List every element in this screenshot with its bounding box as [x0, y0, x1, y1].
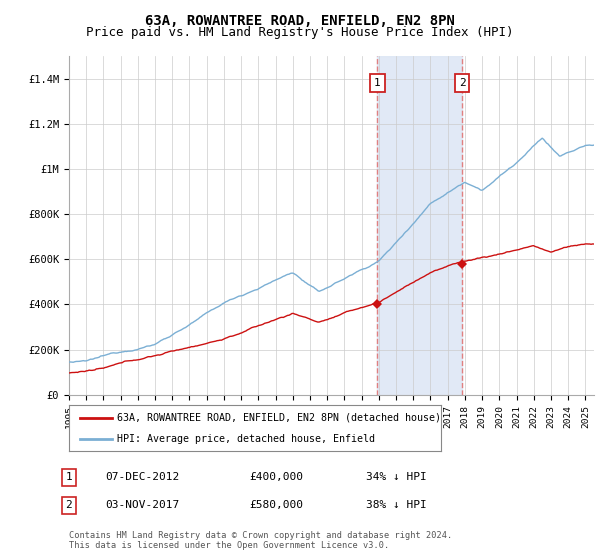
- Text: £580,000: £580,000: [249, 500, 303, 510]
- Text: 2: 2: [65, 500, 73, 510]
- Text: 63A, ROWANTREE ROAD, ENFIELD, EN2 8PN: 63A, ROWANTREE ROAD, ENFIELD, EN2 8PN: [145, 14, 455, 28]
- Text: 63A, ROWANTREE ROAD, ENFIELD, EN2 8PN (detached house): 63A, ROWANTREE ROAD, ENFIELD, EN2 8PN (d…: [118, 413, 442, 423]
- Text: 2: 2: [459, 78, 466, 88]
- Text: 1: 1: [65, 472, 73, 482]
- Text: HPI: Average price, detached house, Enfield: HPI: Average price, detached house, Enfi…: [118, 435, 376, 444]
- Text: 07-DEC-2012: 07-DEC-2012: [105, 472, 179, 482]
- Bar: [377, 56, 462, 395]
- Text: Contains HM Land Registry data © Crown copyright and database right 2024.
This d: Contains HM Land Registry data © Crown c…: [69, 531, 452, 550]
- Text: 03-NOV-2017: 03-NOV-2017: [105, 500, 179, 510]
- Text: 38% ↓ HPI: 38% ↓ HPI: [366, 500, 427, 510]
- Text: Price paid vs. HM Land Registry's House Price Index (HPI): Price paid vs. HM Land Registry's House …: [86, 26, 514, 39]
- Text: 1: 1: [374, 78, 381, 88]
- Text: 34% ↓ HPI: 34% ↓ HPI: [366, 472, 427, 482]
- Text: £400,000: £400,000: [249, 472, 303, 482]
